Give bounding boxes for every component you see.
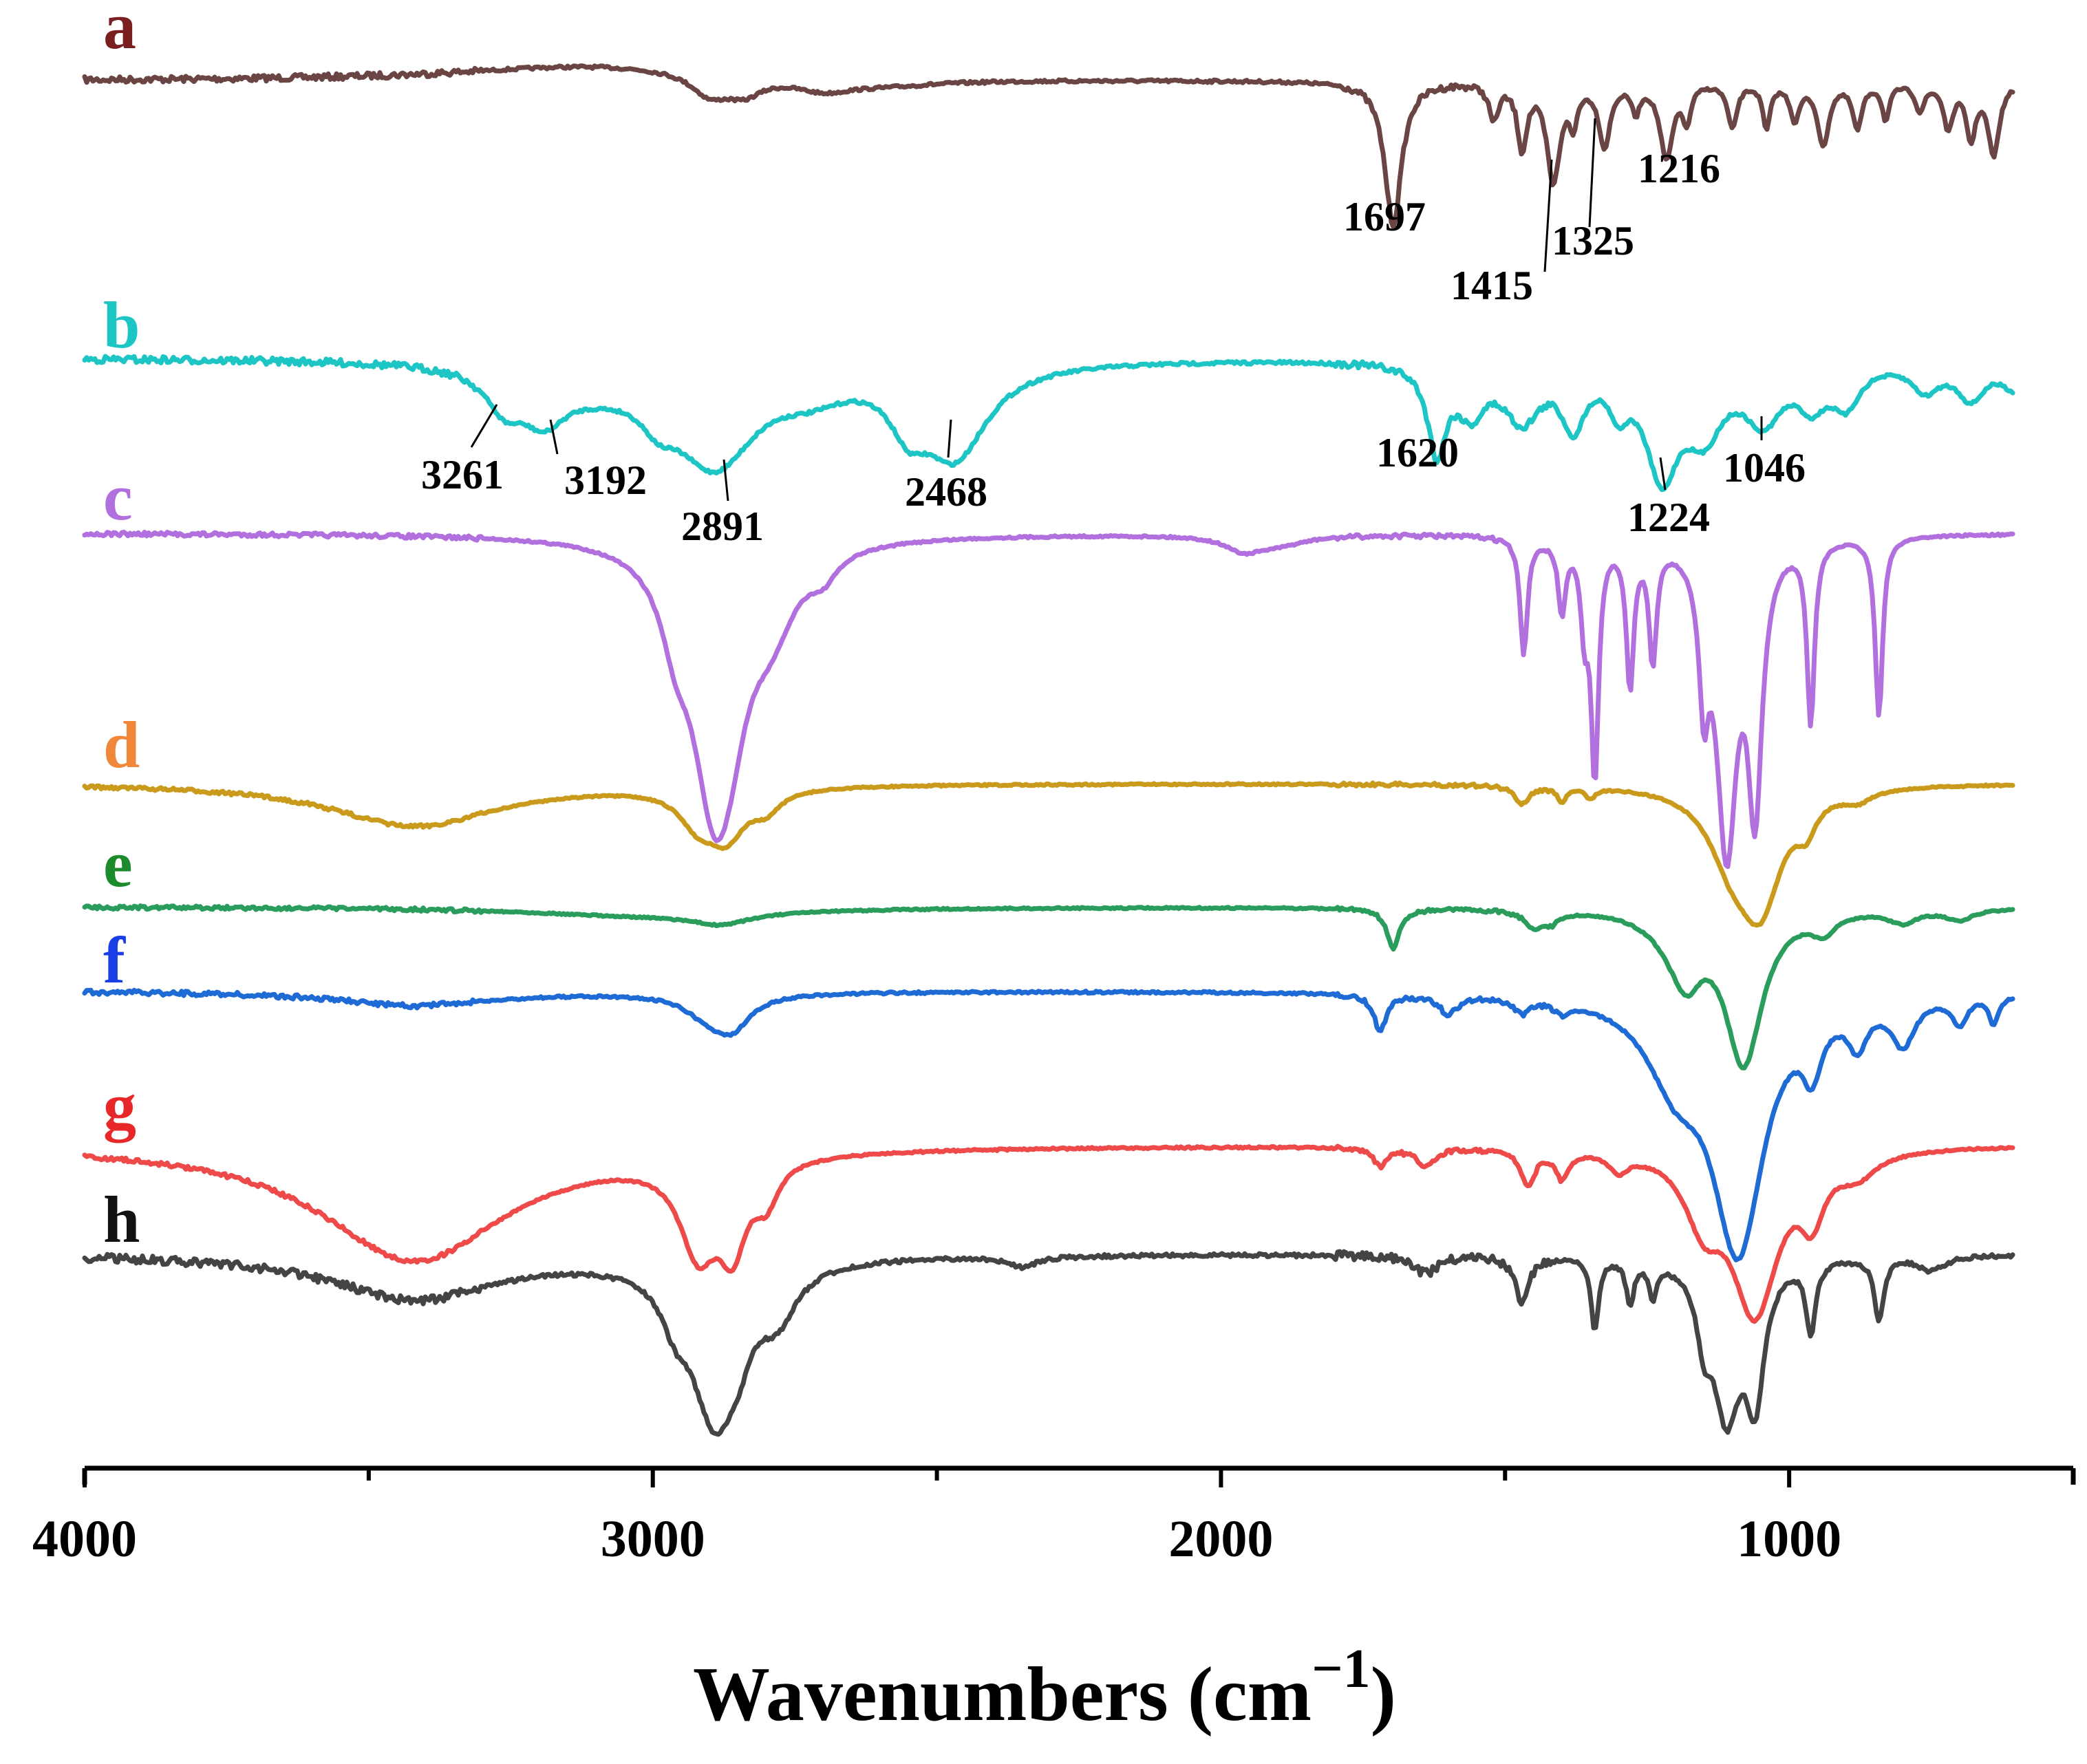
series-label-f: f xyxy=(103,923,126,997)
peak-label-b-2468: 2468 xyxy=(905,469,987,515)
series-label-b: b xyxy=(103,288,140,362)
series-label-c: c xyxy=(103,460,133,534)
peak-label-b-1046: 1046 xyxy=(1723,445,1806,491)
peak-label-a-1216: 1216 xyxy=(1638,146,1720,191)
peak-leader-a-1325 xyxy=(1588,118,1596,228)
peak-leader-b-2468 xyxy=(947,419,952,458)
trace-a xyxy=(82,63,2015,230)
peak-label-b-1620: 1620 xyxy=(1376,430,1459,475)
x-axis-title-superscript: −1 xyxy=(1312,1639,1371,1699)
x-axis-title-close: ) xyxy=(1371,1652,1396,1737)
series-label-h: h xyxy=(103,1183,140,1256)
trace-e xyxy=(82,903,2015,1071)
trace-g xyxy=(82,1143,2015,1324)
peak-leader-b-3192 xyxy=(549,419,559,455)
peak-label-b-3261: 3261 xyxy=(421,452,504,497)
peak-leader-a-1415 xyxy=(1543,159,1553,272)
peak-label-b-1224: 1224 xyxy=(1627,495,1710,540)
peak-label-a-1415: 1415 xyxy=(1451,263,1533,308)
trace-d xyxy=(82,780,2015,928)
peak-label-b-3192: 3192 xyxy=(564,458,647,503)
series-label-g: g xyxy=(103,1069,136,1143)
peak-label-a-1325: 1325 xyxy=(1552,218,1634,263)
trace-c xyxy=(82,530,2015,870)
x-tick-label-2000: 2000 xyxy=(1168,1510,1273,1568)
x-axis-title: Wavenumbers (cm−1) xyxy=(693,1639,1396,1737)
x-tick-label-4000: 4000 xyxy=(32,1510,137,1568)
x-tick-label-1000: 1000 xyxy=(1737,1510,1841,1568)
trace-h xyxy=(82,1249,2015,1437)
x-ticks: 4000 3000 2000 1000 xyxy=(32,1468,2075,1568)
series-label-e: e xyxy=(103,827,133,901)
trace-b xyxy=(82,354,2015,493)
peak-label-a-1697: 1697 xyxy=(1343,194,1426,239)
peak-leader-b-1224 xyxy=(1659,457,1667,491)
spectra-traces xyxy=(82,63,2015,1437)
x-axis: 4000 3000 2000 1000 xyxy=(32,1465,2076,1568)
trace-f xyxy=(82,987,2015,1262)
x-axis-title-text: Wavenumbers (cm xyxy=(693,1652,1312,1737)
peak-leader-b-3261 xyxy=(470,404,498,448)
peak-leader-b-2891 xyxy=(723,459,729,502)
peak-label-b-2891: 2891 xyxy=(681,504,764,549)
series-label-d: d xyxy=(103,708,140,782)
series-label-a: a xyxy=(103,0,136,63)
x-tick-label-3000: 3000 xyxy=(601,1510,705,1568)
